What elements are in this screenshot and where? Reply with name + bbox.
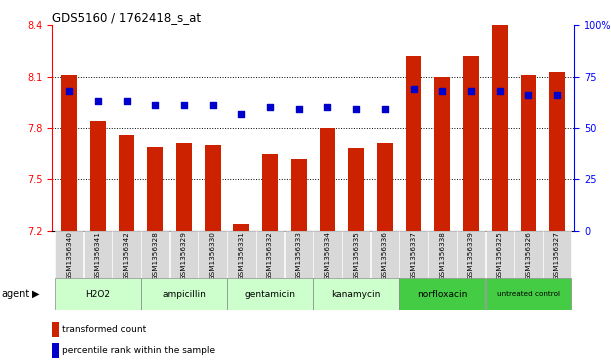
Point [93,98,103,104]
Point [323,105,332,110]
Bar [320,128,335,231]
Text: GSM1356329: GSM1356329 [181,232,187,280]
Bar [342,231,370,278]
Text: GSM1356330: GSM1356330 [210,232,216,280]
Text: percentile rank within the sample: percentile rank within the sample [62,346,215,355]
Point [150,102,160,108]
Bar [285,231,313,278]
Text: gentamicin: gentamicin [244,290,296,298]
Text: transformed count: transformed count [62,325,146,334]
Bar [313,231,342,278]
Bar [291,159,307,231]
Bar [112,231,141,278]
Bar [543,231,571,278]
Bar [227,231,255,278]
Bar [147,147,163,231]
Bar [52,322,59,337]
Bar [52,343,59,358]
Bar [400,231,428,278]
Text: GSM1356342: GSM1356342 [123,232,130,280]
Bar [84,231,112,278]
Bar [514,231,543,278]
Text: GSM1356337: GSM1356337 [411,232,417,280]
Point [466,88,476,94]
Point [265,105,275,110]
Text: GSM1356325: GSM1356325 [497,232,503,280]
Bar [463,56,479,231]
Text: GSM1356341: GSM1356341 [95,232,101,280]
Bar [486,278,571,310]
Point [294,107,304,113]
Text: GSM1356328: GSM1356328 [152,232,158,280]
Text: ▶: ▶ [32,289,39,299]
Bar [492,25,508,231]
Bar [176,143,192,231]
Bar [141,231,169,278]
Point [380,107,390,113]
Bar [55,231,83,278]
Bar [406,56,422,231]
Bar [170,231,198,278]
Text: GDS5160 / 1762418_s_at: GDS5160 / 1762418_s_at [52,11,201,24]
Text: GSM1356334: GSM1356334 [324,232,331,280]
Point [524,92,533,98]
Text: GSM1356326: GSM1356326 [525,232,532,280]
Point [64,88,74,94]
Text: ampicillin: ampicillin [162,290,206,298]
Bar [233,224,249,231]
Bar [549,72,565,231]
Bar [141,278,227,310]
Bar [205,145,221,231]
Bar [119,135,134,231]
Text: norfloxacin: norfloxacin [417,290,467,298]
Point [552,92,562,98]
Point [495,88,505,94]
Bar [371,231,399,278]
Text: GSM1356336: GSM1356336 [382,232,388,280]
Text: GSM1356339: GSM1356339 [468,232,474,280]
Bar [256,231,284,278]
Bar [55,278,141,310]
Text: GSM1356335: GSM1356335 [353,232,359,280]
Text: GSM1356340: GSM1356340 [66,232,72,280]
Bar [199,231,227,278]
Point [179,102,189,108]
Text: GSM1356327: GSM1356327 [554,232,560,280]
Bar [377,143,393,231]
Bar [262,154,278,231]
Bar [486,231,514,278]
Bar [61,75,77,231]
Text: agent: agent [1,289,29,299]
Bar [521,75,536,231]
Bar [434,77,450,231]
Point [409,86,419,92]
Bar [428,231,456,278]
Text: H2O2: H2O2 [86,290,111,298]
Bar [90,121,106,231]
Point [351,107,361,113]
Bar [313,278,399,310]
Text: kanamycin: kanamycin [332,290,381,298]
Text: untreated control: untreated control [497,291,560,297]
Text: GSM1356331: GSM1356331 [238,232,244,280]
Text: GSM1356332: GSM1356332 [267,232,273,280]
Point [208,102,218,108]
Point [236,111,246,117]
Bar [400,278,485,310]
Text: GSM1356333: GSM1356333 [296,232,302,280]
Point [122,98,131,104]
Text: GSM1356338: GSM1356338 [439,232,445,280]
Point [437,88,447,94]
Bar [457,231,485,278]
Bar [348,148,364,231]
Bar [227,278,313,310]
